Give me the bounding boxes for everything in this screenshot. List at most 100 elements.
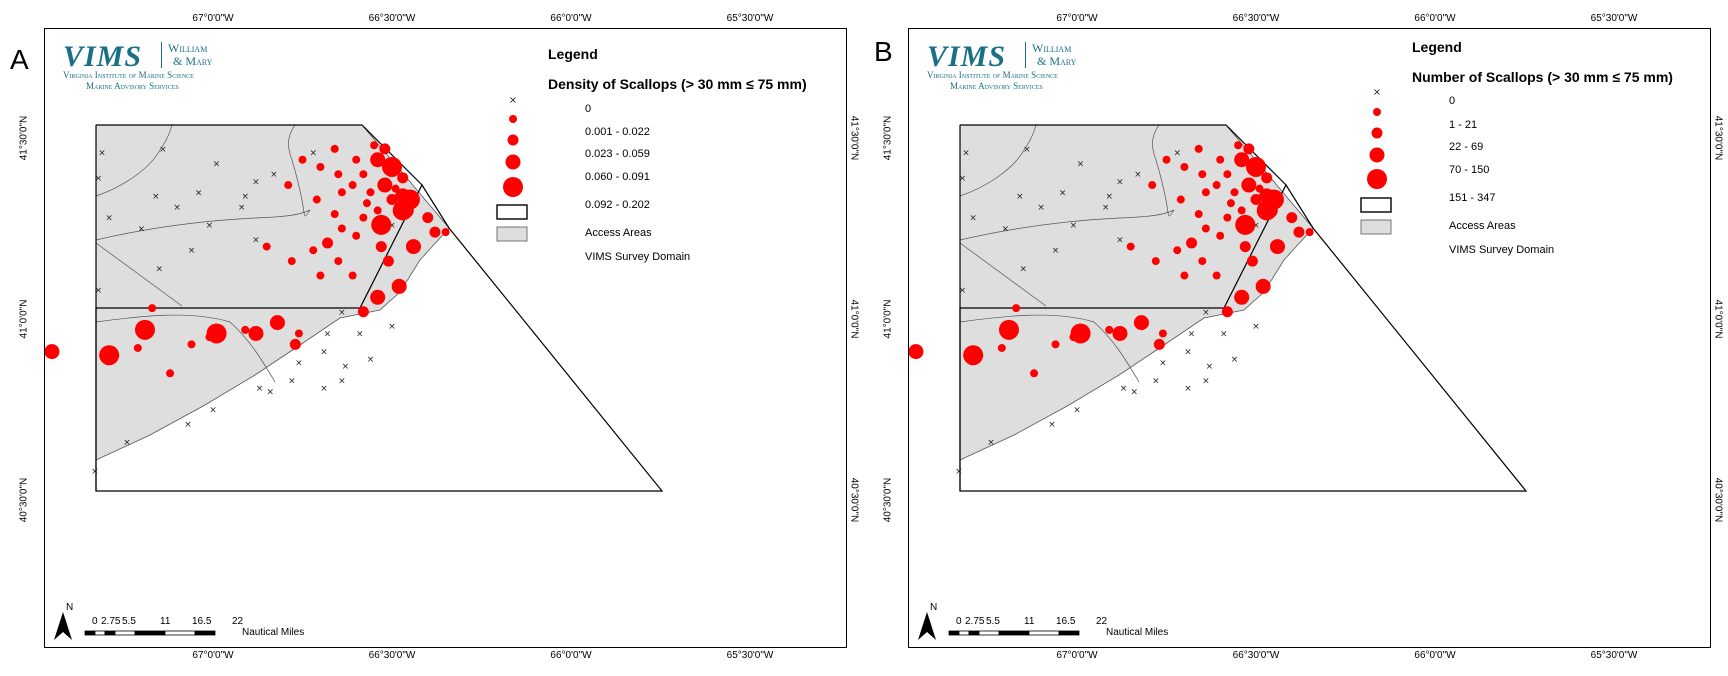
scallop-station-dot: [386, 194, 398, 206]
map-canvas: × ××××××××××××× ××××××× ×××× ×××× × ××××××××: [908, 87, 1528, 640]
station-zero-marker: ×: [105, 214, 113, 224]
station-zero-marker: ×: [1116, 177, 1124, 187]
legend-dot-symbol: [1369, 147, 1385, 163]
scale-unit: Nautical Miles: [242, 627, 305, 638]
station-zero-marker: ×: [267, 387, 275, 397]
lon-tick-bottom: 66°0'0"W: [550, 650, 592, 661]
scallop-station-dot: [405, 239, 421, 255]
legend-title: Legend: [1412, 39, 1462, 55]
legend-access-label: Access Areas: [585, 227, 652, 239]
scallop-station-dot: [148, 304, 157, 313]
station-zero-marker: ×: [238, 203, 246, 213]
depth-contour-line: [959, 124, 1037, 197]
scallop-station-dot: [1234, 141, 1243, 150]
station-zero-marker: ×: [320, 348, 328, 358]
logo-services: Marine Advisory Services: [950, 81, 1043, 91]
scallop-station-dot: [1216, 231, 1225, 240]
scallop-station-dot: [371, 214, 392, 235]
legend-access-swatch: [496, 204, 528, 220]
north-arrow-icon: [918, 612, 936, 640]
scallop-station-dot: [377, 177, 393, 193]
legend-class-label: 151 - 347: [1449, 192, 1496, 204]
station-zero-marker: ×: [95, 286, 103, 296]
station-zero-marker: ×: [256, 384, 264, 394]
scallop-station-dot: [187, 340, 196, 349]
legend-class-label: 70 - 150: [1449, 164, 1490, 176]
station-zero-marker: ×: [338, 377, 346, 387]
scale-label: 16.5: [1056, 616, 1076, 627]
station-zero-marker: ×: [388, 221, 396, 231]
lat-tick-right: 41°0'0"N: [1712, 299, 1724, 339]
scallop-station-dot: [248, 325, 264, 341]
scallop-station-dot: [269, 315, 285, 331]
depth-contour-line: [288, 124, 311, 217]
scallop-station-dot: [1241, 177, 1257, 193]
scale-label: 5.5: [986, 616, 1000, 627]
station-zero-marker: ×: [1220, 329, 1228, 339]
scallop-station-dot: [1070, 323, 1091, 344]
scallop-station-dot: [1221, 306, 1233, 318]
station-zero-marker: ×: [159, 145, 167, 155]
station-zero-marker: ×: [173, 203, 181, 213]
scallop-station-dot: [1223, 170, 1232, 179]
scallop-station-dot: [1173, 246, 1182, 255]
station-zero-marker: ×: [95, 174, 103, 184]
station-zero-marker: ×: [342, 362, 350, 372]
scallop-station-dot: [1105, 325, 1114, 334]
scallop-station-dot: [133, 343, 142, 352]
scallop-station-dot: [334, 257, 343, 266]
legend-zero-symbol: ×: [509, 95, 517, 106]
depth-contour-line: [95, 209, 311, 241]
station-zero-marker: ×: [955, 467, 963, 477]
lat-tick-left: 41°30'0"N: [882, 115, 894, 161]
station-zero-marker: ×: [98, 148, 106, 158]
station-zero-marker: ×: [987, 438, 995, 448]
station-zero-marker: ×: [959, 174, 967, 184]
scallop-station-dot: [382, 255, 394, 267]
legend-access-swatch: [1360, 197, 1392, 213]
scallop-station-dot: [1226, 199, 1235, 208]
scale-unit: Nautical Miles: [1106, 627, 1169, 638]
scallop-station-dot: [294, 329, 303, 338]
legend-class-label: 1 - 21: [1449, 119, 1478, 131]
scallop-station-dot: [1305, 228, 1314, 237]
legend-class-label: 22 - 69: [1449, 141, 1484, 153]
station-zero-marker: ×: [1188, 329, 1196, 339]
station-zero-marker: ×: [1105, 192, 1113, 202]
station-zero-marker: ×: [969, 214, 977, 224]
boundary-line: [95, 242, 183, 307]
scallop-station-dot: [1237, 206, 1246, 215]
scallop-station-dot: [1261, 172, 1273, 184]
scallop-station-dot: [422, 212, 434, 224]
depth-contour-line: [959, 209, 1175, 241]
station-zero-marker: ×: [241, 192, 249, 202]
scallop-station-dot: [312, 195, 321, 204]
legend-domain-label: VIMS Survey Domain: [1449, 244, 1555, 256]
lon-tick-top: 67°0'0"W: [192, 13, 234, 24]
scallop-station-dot: [370, 289, 386, 305]
scallop-station-dot: [375, 241, 387, 253]
lon-tick-top: 67°0'0"W: [1056, 13, 1098, 24]
boundary-line: [959, 314, 1140, 383]
scallop-station-dot: [1293, 226, 1305, 238]
station-zero-marker: ×: [320, 384, 328, 394]
scallop-station-dot: [1269, 239, 1285, 255]
station-zero-marker: ×: [188, 246, 196, 256]
station-zero-marker: ×: [1134, 170, 1142, 180]
scallop-station-dot: [1223, 213, 1232, 222]
lat-tick-left: 41°0'0"N: [18, 299, 30, 339]
scallop-station-dot: [1186, 237, 1198, 249]
legend-class-label: 0.001 - 0.022: [585, 126, 650, 138]
legend-dot-symbol: [509, 115, 517, 123]
scallop-station-dot: [330, 144, 339, 153]
station-zero-marker: ×: [1202, 377, 1210, 387]
lon-tick-bottom: 66°0'0"W: [1414, 650, 1456, 661]
panel-a: A × × × × × × × × × × × × × × × × × × × × × × × × × × × × × × × × × × × × × ×…: [10, 13, 860, 661]
station-zero-marker: ×: [1037, 203, 1045, 213]
legend-dot-symbol: [1371, 127, 1383, 139]
scallop-station-dot: [1194, 144, 1203, 153]
depth-contour-line: [95, 124, 173, 197]
scale-bar-segment: [1058, 630, 1080, 636]
scallop-station-dot: [1201, 188, 1210, 197]
scallop-station-dot: [334, 170, 343, 179]
